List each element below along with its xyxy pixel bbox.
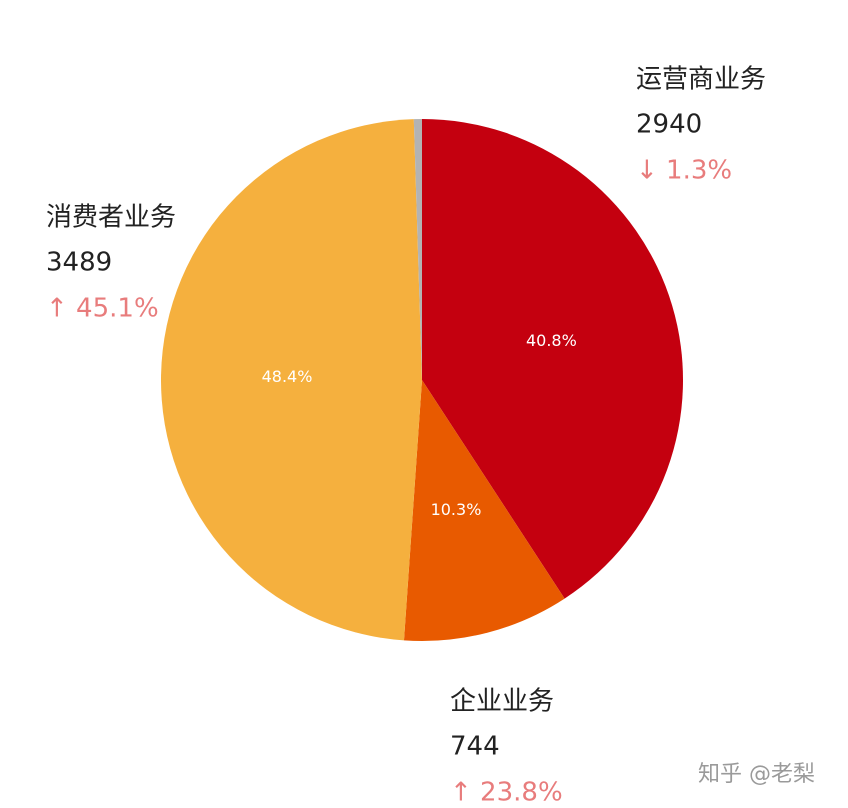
change-label: ↑ 23.8% xyxy=(450,778,563,808)
category-label: 企业业务 xyxy=(450,687,554,717)
slice-percent-label: 40.8% xyxy=(526,331,577,350)
slice-percent-label: 10.3% xyxy=(431,500,482,519)
amount-label: 3489 xyxy=(46,248,112,278)
amount-label: 744 xyxy=(450,732,500,762)
watermark: 知乎 @老梨 xyxy=(698,762,815,787)
pie-slice xyxy=(413,119,422,380)
pie-slice xyxy=(422,119,684,599)
change-label: ↓ 1.3% xyxy=(636,156,732,186)
slice-percent-label: 48.4% xyxy=(262,367,313,386)
change-label: ↑ 45.1% xyxy=(46,294,159,324)
category-label: 运营商业务 xyxy=(636,65,766,95)
pie-slice xyxy=(160,119,423,641)
amount-label: 2940 xyxy=(636,110,702,140)
category-label: 消费者业务 xyxy=(46,203,176,233)
pie-slice xyxy=(403,380,565,642)
